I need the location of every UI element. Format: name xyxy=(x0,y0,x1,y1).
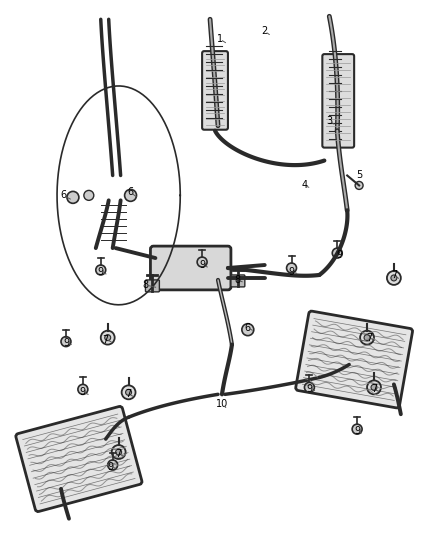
Text: 9: 9 xyxy=(199,260,205,270)
Text: 7: 7 xyxy=(391,270,397,280)
Text: 9: 9 xyxy=(289,267,295,277)
Circle shape xyxy=(108,460,118,470)
Circle shape xyxy=(332,248,342,258)
Text: 8: 8 xyxy=(235,275,241,285)
Text: 7: 7 xyxy=(102,335,109,345)
Text: 4: 4 xyxy=(301,181,307,190)
Circle shape xyxy=(391,275,397,281)
Circle shape xyxy=(101,330,115,345)
Circle shape xyxy=(367,381,381,394)
FancyBboxPatch shape xyxy=(145,280,159,292)
FancyBboxPatch shape xyxy=(296,311,413,408)
FancyBboxPatch shape xyxy=(150,246,231,290)
FancyBboxPatch shape xyxy=(231,275,245,287)
FancyBboxPatch shape xyxy=(322,54,354,148)
Circle shape xyxy=(126,389,131,395)
Circle shape xyxy=(197,257,207,267)
FancyBboxPatch shape xyxy=(16,406,142,512)
Circle shape xyxy=(364,335,370,341)
Text: 9: 9 xyxy=(306,384,312,394)
Circle shape xyxy=(116,449,122,455)
Text: 7: 7 xyxy=(371,384,377,394)
Text: 9: 9 xyxy=(354,426,360,436)
Text: 8: 8 xyxy=(142,280,148,290)
Text: 9: 9 xyxy=(80,387,86,397)
Circle shape xyxy=(105,335,111,341)
Circle shape xyxy=(124,189,137,201)
Circle shape xyxy=(242,324,254,336)
Circle shape xyxy=(286,263,297,273)
Circle shape xyxy=(360,330,374,345)
Text: 2: 2 xyxy=(261,26,268,36)
Text: 7: 7 xyxy=(116,449,122,459)
Text: 10: 10 xyxy=(216,399,228,409)
Circle shape xyxy=(84,190,94,200)
Circle shape xyxy=(61,337,71,346)
Text: 9: 9 xyxy=(63,337,69,348)
FancyBboxPatch shape xyxy=(202,51,228,130)
Text: 3: 3 xyxy=(326,116,332,126)
Text: 6: 6 xyxy=(127,188,134,197)
Circle shape xyxy=(352,424,362,434)
Circle shape xyxy=(96,265,106,275)
Circle shape xyxy=(371,384,377,390)
Circle shape xyxy=(355,181,363,189)
Text: 6: 6 xyxy=(60,190,66,200)
Circle shape xyxy=(78,384,88,394)
Text: 9: 9 xyxy=(336,250,342,260)
Text: 7: 7 xyxy=(125,389,132,399)
Text: 7: 7 xyxy=(366,333,372,343)
Text: 5: 5 xyxy=(356,171,362,181)
Circle shape xyxy=(304,382,314,392)
Circle shape xyxy=(387,271,401,285)
Circle shape xyxy=(67,191,79,203)
Circle shape xyxy=(122,385,135,399)
Text: 6: 6 xyxy=(245,322,251,333)
Circle shape xyxy=(112,445,126,459)
Text: 9: 9 xyxy=(108,462,114,472)
Text: 9: 9 xyxy=(98,267,104,277)
Text: 1: 1 xyxy=(217,34,223,44)
